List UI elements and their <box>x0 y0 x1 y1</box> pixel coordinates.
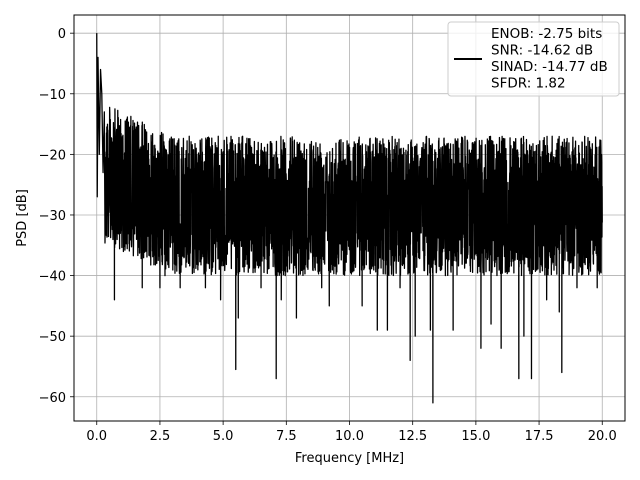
plot-area <box>96 33 603 404</box>
legend: ENOB: -2.75 bits SNR: -14.62 dB SINAD: -… <box>447 21 620 97</box>
legend-sfdr: SFDR: 1.82 <box>491 76 566 92</box>
y-tick-label: −40 <box>39 270 66 285</box>
y-tick-label: −60 <box>39 391 66 406</box>
y-tick-label: −10 <box>39 88 66 103</box>
y-tick-label: −20 <box>39 148 66 163</box>
x-tick-label: 0.0 <box>86 429 107 444</box>
legend-sinad: SINAD: -14.77 dB <box>491 59 608 75</box>
y-tick-label: 0 <box>58 27 66 42</box>
x-tick-label: 12.5 <box>398 429 427 444</box>
x-tick-label: 5.0 <box>213 429 234 444</box>
legend-enob: ENOB: -2.75 bits <box>491 26 602 42</box>
legend-box <box>447 21 620 97</box>
x-tick-label: 17.5 <box>525 429 554 444</box>
legend-snr: SNR: -14.62 dB <box>491 43 593 59</box>
axes-frame <box>73 14 626 422</box>
x-tick-label: 15.0 <box>461 429 490 444</box>
x-tick-label: 2.5 <box>150 429 171 444</box>
x-tick-label: 7.5 <box>276 429 297 444</box>
psd-series-line <box>96 33 603 404</box>
x-tick-label: 10.0 <box>335 429 364 444</box>
x-axis-label: Frequency [MHz] <box>295 451 404 466</box>
y-tick-label: −50 <box>39 330 66 345</box>
x-tick-label: 20.0 <box>588 429 617 444</box>
y-tick-label: −30 <box>39 209 66 224</box>
y-axis-label: PSD [dB] <box>15 189 30 247</box>
axis-ticks: 0.0 2.5 5.0 7.5 10.0 12.5 15.0 17.5 20.0 0 −10 −20 −… <box>39 27 617 444</box>
